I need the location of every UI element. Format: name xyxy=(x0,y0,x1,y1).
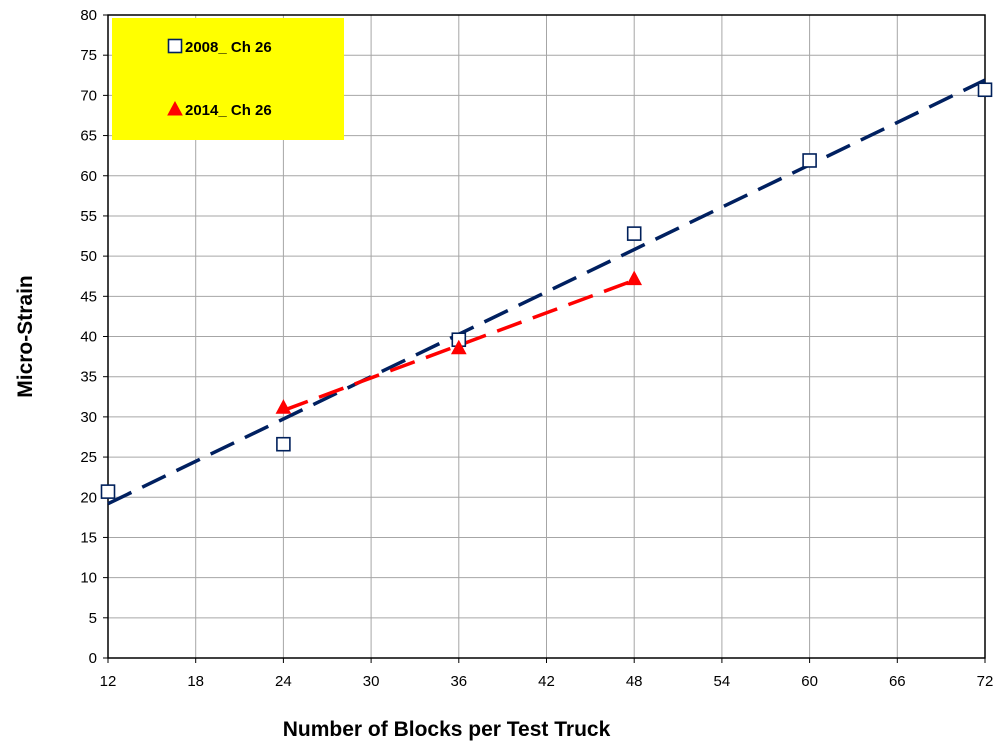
y-axis-tick-labels: 0 5 10 15 20 25 30 35 40 45 50 55 60 65 70 75 80 xyxy=(80,7,97,667)
legend-item-2008-marker xyxy=(167,38,183,54)
data-markers xyxy=(100,82,993,499)
series-2008-point xyxy=(626,226,642,241)
legend-item-2014: 2014_ Ch 26 xyxy=(167,100,272,119)
y-tick-label: 30 xyxy=(80,409,97,426)
x-tick-label: 24 xyxy=(275,673,292,690)
x-tick-label: 54 xyxy=(714,673,731,690)
legend-box xyxy=(112,18,344,140)
y-tick-label: 60 xyxy=(80,168,97,185)
x-axis-title: Number of Blocks per Test Truck xyxy=(283,718,611,741)
legend-item-2014-label: 2014_ Ch 26 xyxy=(185,102,272,119)
gridlines xyxy=(103,14,986,663)
legend-item-2008-label: 2008_ Ch 26 xyxy=(185,39,272,56)
y-tick-label: 65 xyxy=(80,128,97,145)
series-2008-point xyxy=(977,82,993,98)
y-tick-label: 45 xyxy=(80,288,97,305)
series-2008-trendline xyxy=(107,78,986,506)
y-tick-label: 10 xyxy=(80,570,97,587)
series-2014-point xyxy=(450,339,467,355)
x-tick-label: 42 xyxy=(538,673,555,690)
x-tick-label: 66 xyxy=(889,673,906,690)
y-tick-label: 35 xyxy=(80,369,97,386)
x-tick-label: 60 xyxy=(801,673,818,690)
legend-item-2008: 2008_ Ch 26 xyxy=(167,38,272,56)
y-tick-label: 0 xyxy=(89,650,97,667)
legend: 2008_ Ch 26 2014_ Ch 26 xyxy=(112,18,344,140)
series-2014-point xyxy=(626,270,643,286)
y-tick-label: 75 xyxy=(80,47,97,64)
series-2014-trendline xyxy=(282,278,635,413)
series-2008-point xyxy=(802,153,817,168)
y-tick-label: 40 xyxy=(80,329,97,346)
x-tick-label: 48 xyxy=(626,673,643,690)
x-tick-label: 36 xyxy=(450,673,467,690)
y-tick-label: 15 xyxy=(80,529,97,546)
x-tick-label: 30 xyxy=(363,673,380,690)
x-tick-label: 12 xyxy=(100,673,117,690)
y-tick-label: 80 xyxy=(80,7,97,24)
plot-area-frame xyxy=(107,14,986,659)
legend-item-2014-marker xyxy=(167,100,183,116)
trendlines xyxy=(107,78,986,506)
series-2008-point xyxy=(100,484,116,499)
series-2008-point xyxy=(276,436,291,452)
y-tick-label: 25 xyxy=(80,449,97,466)
x-axis-tick-labels: 12 18 24 30 36 42 48 54 60 66 72 xyxy=(100,673,994,690)
y-tick-label: 5 xyxy=(89,610,97,627)
y-tick-label: 55 xyxy=(80,208,97,225)
y-tick-label: 70 xyxy=(80,87,97,104)
x-tick-label: 72 xyxy=(977,673,994,690)
y-tick-label: 50 xyxy=(80,248,97,265)
x-tick-label: 18 xyxy=(187,673,204,690)
y-axis-title: Micro-Strain xyxy=(14,275,37,398)
legend-items: 2008_ Ch 26 2014_ Ch 26 xyxy=(167,38,272,119)
y-tick-label: 20 xyxy=(80,489,97,506)
series-2014-point xyxy=(275,399,292,414)
